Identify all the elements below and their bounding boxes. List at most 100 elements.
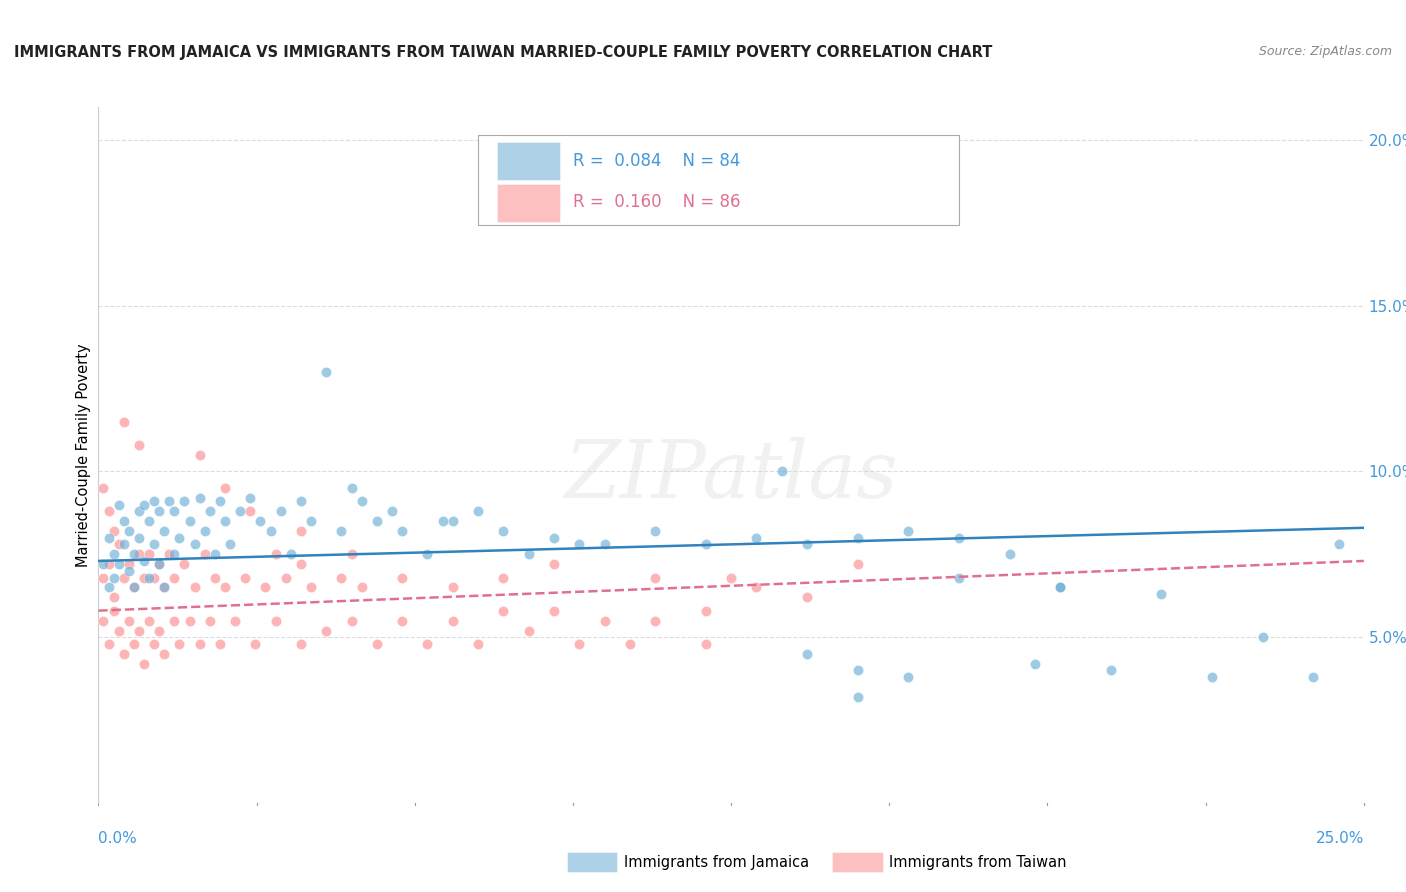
Point — [107, 624, 129, 638]
Point — [350, 581, 373, 595]
Point — [695, 637, 717, 651]
Text: ZIPatlas: ZIPatlas — [564, 437, 898, 515]
Point — [280, 547, 302, 561]
Point — [299, 514, 322, 528]
Point — [122, 581, 145, 595]
Point — [107, 558, 129, 572]
Point — [290, 524, 312, 538]
Point — [188, 491, 211, 505]
Point — [644, 614, 666, 628]
Point — [132, 498, 155, 512]
Point — [132, 657, 155, 671]
Bar — [498, 184, 560, 222]
Point — [208, 494, 231, 508]
Point — [112, 537, 135, 551]
Point — [467, 504, 489, 518]
Point — [93, 558, 115, 572]
Point — [416, 637, 439, 651]
Point — [1251, 630, 1274, 644]
Point — [138, 547, 160, 561]
Point — [148, 558, 170, 572]
Point — [169, 531, 191, 545]
Point — [93, 570, 115, 584]
Point — [695, 604, 717, 618]
Point — [568, 637, 591, 651]
Point — [619, 637, 641, 651]
Point — [391, 570, 413, 584]
Point — [163, 504, 186, 518]
Point — [416, 547, 439, 561]
Point — [224, 614, 246, 628]
Point — [948, 531, 970, 545]
Point — [695, 537, 717, 551]
Point — [1049, 581, 1071, 595]
Text: 0.0%: 0.0% — [98, 830, 138, 846]
Point — [543, 558, 565, 572]
Point — [183, 537, 205, 551]
Point — [153, 647, 176, 661]
Point — [467, 637, 489, 651]
Point — [441, 514, 464, 528]
Point — [163, 547, 186, 561]
Point — [198, 504, 221, 518]
Point — [233, 570, 256, 584]
Text: Immigrants from Jamaica: Immigrants from Jamaica — [623, 855, 808, 870]
Point — [204, 570, 226, 584]
Point — [543, 604, 565, 618]
Point — [315, 624, 337, 638]
Point — [148, 558, 170, 572]
Point — [340, 547, 363, 561]
Point — [128, 438, 150, 452]
Point — [118, 558, 141, 572]
Point — [214, 581, 236, 595]
Point — [846, 690, 869, 704]
Point — [593, 614, 616, 628]
Point — [122, 581, 145, 595]
Point — [290, 494, 312, 508]
Point — [745, 581, 768, 595]
Point — [366, 637, 388, 651]
Point — [1049, 581, 1071, 595]
Point — [290, 637, 312, 651]
Point — [391, 614, 413, 628]
Bar — [832, 852, 883, 872]
Point — [219, 537, 242, 551]
Point — [441, 614, 464, 628]
Point — [157, 547, 180, 561]
Point — [259, 524, 281, 538]
Point — [245, 637, 267, 651]
Point — [846, 558, 869, 572]
Point — [391, 524, 413, 538]
Point — [97, 531, 120, 545]
Point — [169, 637, 191, 651]
Point — [157, 494, 180, 508]
Point — [118, 564, 141, 578]
Point — [132, 570, 155, 584]
Point — [153, 581, 176, 595]
Point — [97, 637, 120, 651]
Point — [290, 558, 312, 572]
Point — [517, 547, 540, 561]
Point — [93, 614, 115, 628]
Point — [517, 624, 540, 638]
Point — [128, 547, 150, 561]
Point — [143, 637, 166, 651]
Point — [644, 524, 666, 538]
Point — [138, 570, 160, 584]
Point — [745, 531, 768, 545]
Point — [366, 514, 388, 528]
Point — [118, 524, 141, 538]
Point — [796, 537, 818, 551]
Point — [274, 570, 297, 584]
Point — [330, 524, 353, 538]
Point — [153, 581, 176, 595]
Point — [299, 581, 322, 595]
Point — [1201, 670, 1223, 684]
Point — [1302, 670, 1324, 684]
Point — [118, 614, 141, 628]
Text: Source: ZipAtlas.com: Source: ZipAtlas.com — [1258, 45, 1392, 58]
Point — [846, 663, 869, 677]
Point — [350, 494, 373, 508]
Point — [204, 547, 226, 561]
Point — [103, 591, 125, 605]
